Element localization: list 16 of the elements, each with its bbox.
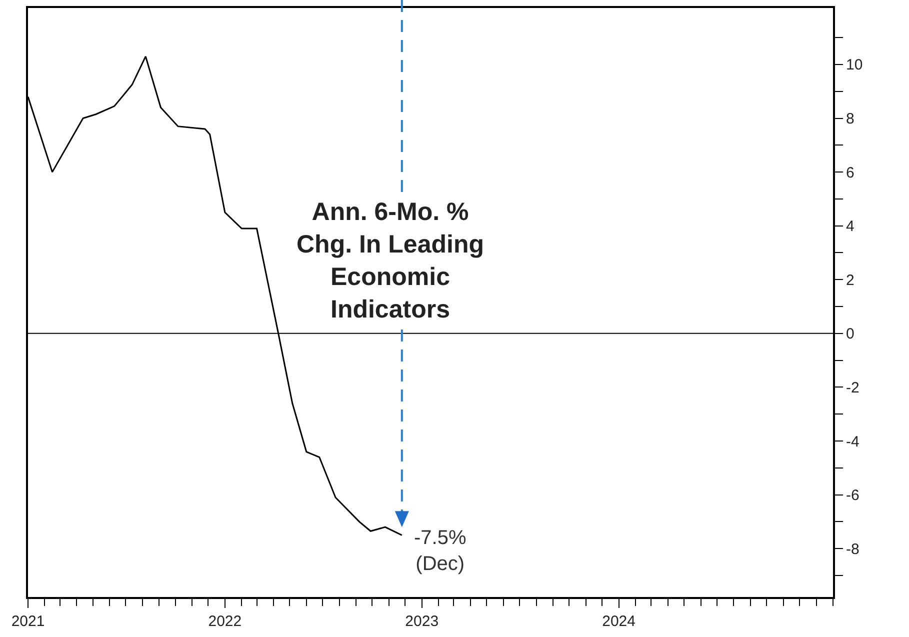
text: Ann. 6-Mo. % Chg. In Leading Economic Indicators (296, 198, 484, 324)
y-tick-label: 2 (846, 272, 854, 289)
y-tick-label: -4 (846, 433, 860, 450)
y-tick-label: -2 (846, 379, 860, 396)
x-tick-label: 2021 (11, 613, 45, 630)
x-tick-label: 2022 (208, 613, 242, 630)
y-tick-label: -6 (846, 487, 860, 504)
y-tick-label: 10 (846, 56, 863, 74)
y-tick-label: 0 (846, 326, 854, 343)
x-tick-label: 2023 (405, 613, 439, 630)
y-tick-label: 4 (846, 218, 854, 236)
annotation: -7.5% (Dec) (414, 527, 466, 575)
y-tick-label: -8 (846, 540, 860, 558)
y-tick-label: 8 (846, 110, 854, 128)
x-tick-label: 2024 (602, 613, 636, 630)
y-tick-label: 6 (846, 164, 854, 182)
